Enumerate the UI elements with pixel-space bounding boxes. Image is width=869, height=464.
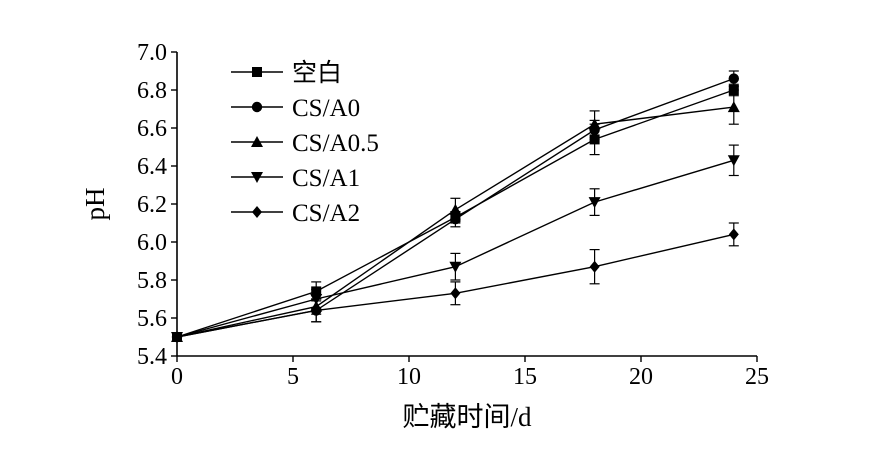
legend-marker <box>251 101 263 113</box>
x-tick-label: 0 <box>171 364 183 390</box>
y-axis-title: pH <box>80 188 110 221</box>
data-point <box>588 118 601 130</box>
legend-label: 空白 <box>292 59 342 87</box>
data-point <box>589 260 600 273</box>
y-tick-label: 6.8 <box>137 78 167 104</box>
data-point <box>449 261 462 273</box>
y-tick-label: 5.6 <box>137 306 167 332</box>
plot-area <box>171 70 740 343</box>
series-line <box>176 159 735 338</box>
data-point <box>172 331 182 343</box>
x-tick-label: 20 <box>629 364 653 390</box>
y-tick-label: 5.8 <box>137 268 167 294</box>
data-point <box>728 73 739 84</box>
legend-label: CS/A1 <box>292 165 360 192</box>
x-axis-title: 贮藏时间/d <box>402 402 532 432</box>
legend-marker <box>252 206 262 218</box>
y-tick-label: 6.4 <box>137 154 167 180</box>
legend-entry: CS/A1 <box>231 165 360 192</box>
data-point <box>727 101 740 113</box>
x-axis-ticks: 0 5 10 15 20 25 <box>171 356 769 390</box>
legend-label: CS/A0 <box>292 95 360 122</box>
y-tick-label: 7.0 <box>137 40 167 66</box>
legend-entry: CS/A0 <box>231 95 360 122</box>
data-point <box>450 287 461 300</box>
series-4 <box>172 222 739 343</box>
x-tick-label: 15 <box>513 364 537 390</box>
data-point <box>588 197 601 209</box>
axes <box>176 52 757 357</box>
y-tick-label: 6.2 <box>137 192 167 218</box>
x-tick-label: 5 <box>287 364 299 390</box>
data-point <box>727 155 740 167</box>
legend: 空白 CS/A0 CS/A0.5 CS/A1 CS/A2 <box>231 59 379 227</box>
legend-marker <box>251 136 263 147</box>
legend-label: CS/A0.5 <box>292 130 379 157</box>
x-tick-label: 10 <box>397 364 421 390</box>
legend-entry: 空白 <box>231 59 342 87</box>
data-point <box>728 228 739 241</box>
y-tick-label: 6.6 <box>137 116 167 142</box>
x-tick-label: 25 <box>745 364 769 390</box>
data-point <box>311 304 322 317</box>
legend-entry: CS/A2 <box>231 200 360 227</box>
legend-marker <box>252 67 262 77</box>
y-tick-label: 5.4 <box>137 344 167 370</box>
data-point <box>449 203 462 215</box>
legend-entry: CS/A0.5 <box>231 130 379 157</box>
y-axis-ticks: 5.4 5.6 5.8 6.0 6.2 6.4 6.6 6.8 7.0 <box>137 40 177 370</box>
y-tick-label: 6.0 <box>137 230 167 256</box>
legend-marker <box>251 172 263 183</box>
legend-label: CS/A2 <box>292 200 360 227</box>
